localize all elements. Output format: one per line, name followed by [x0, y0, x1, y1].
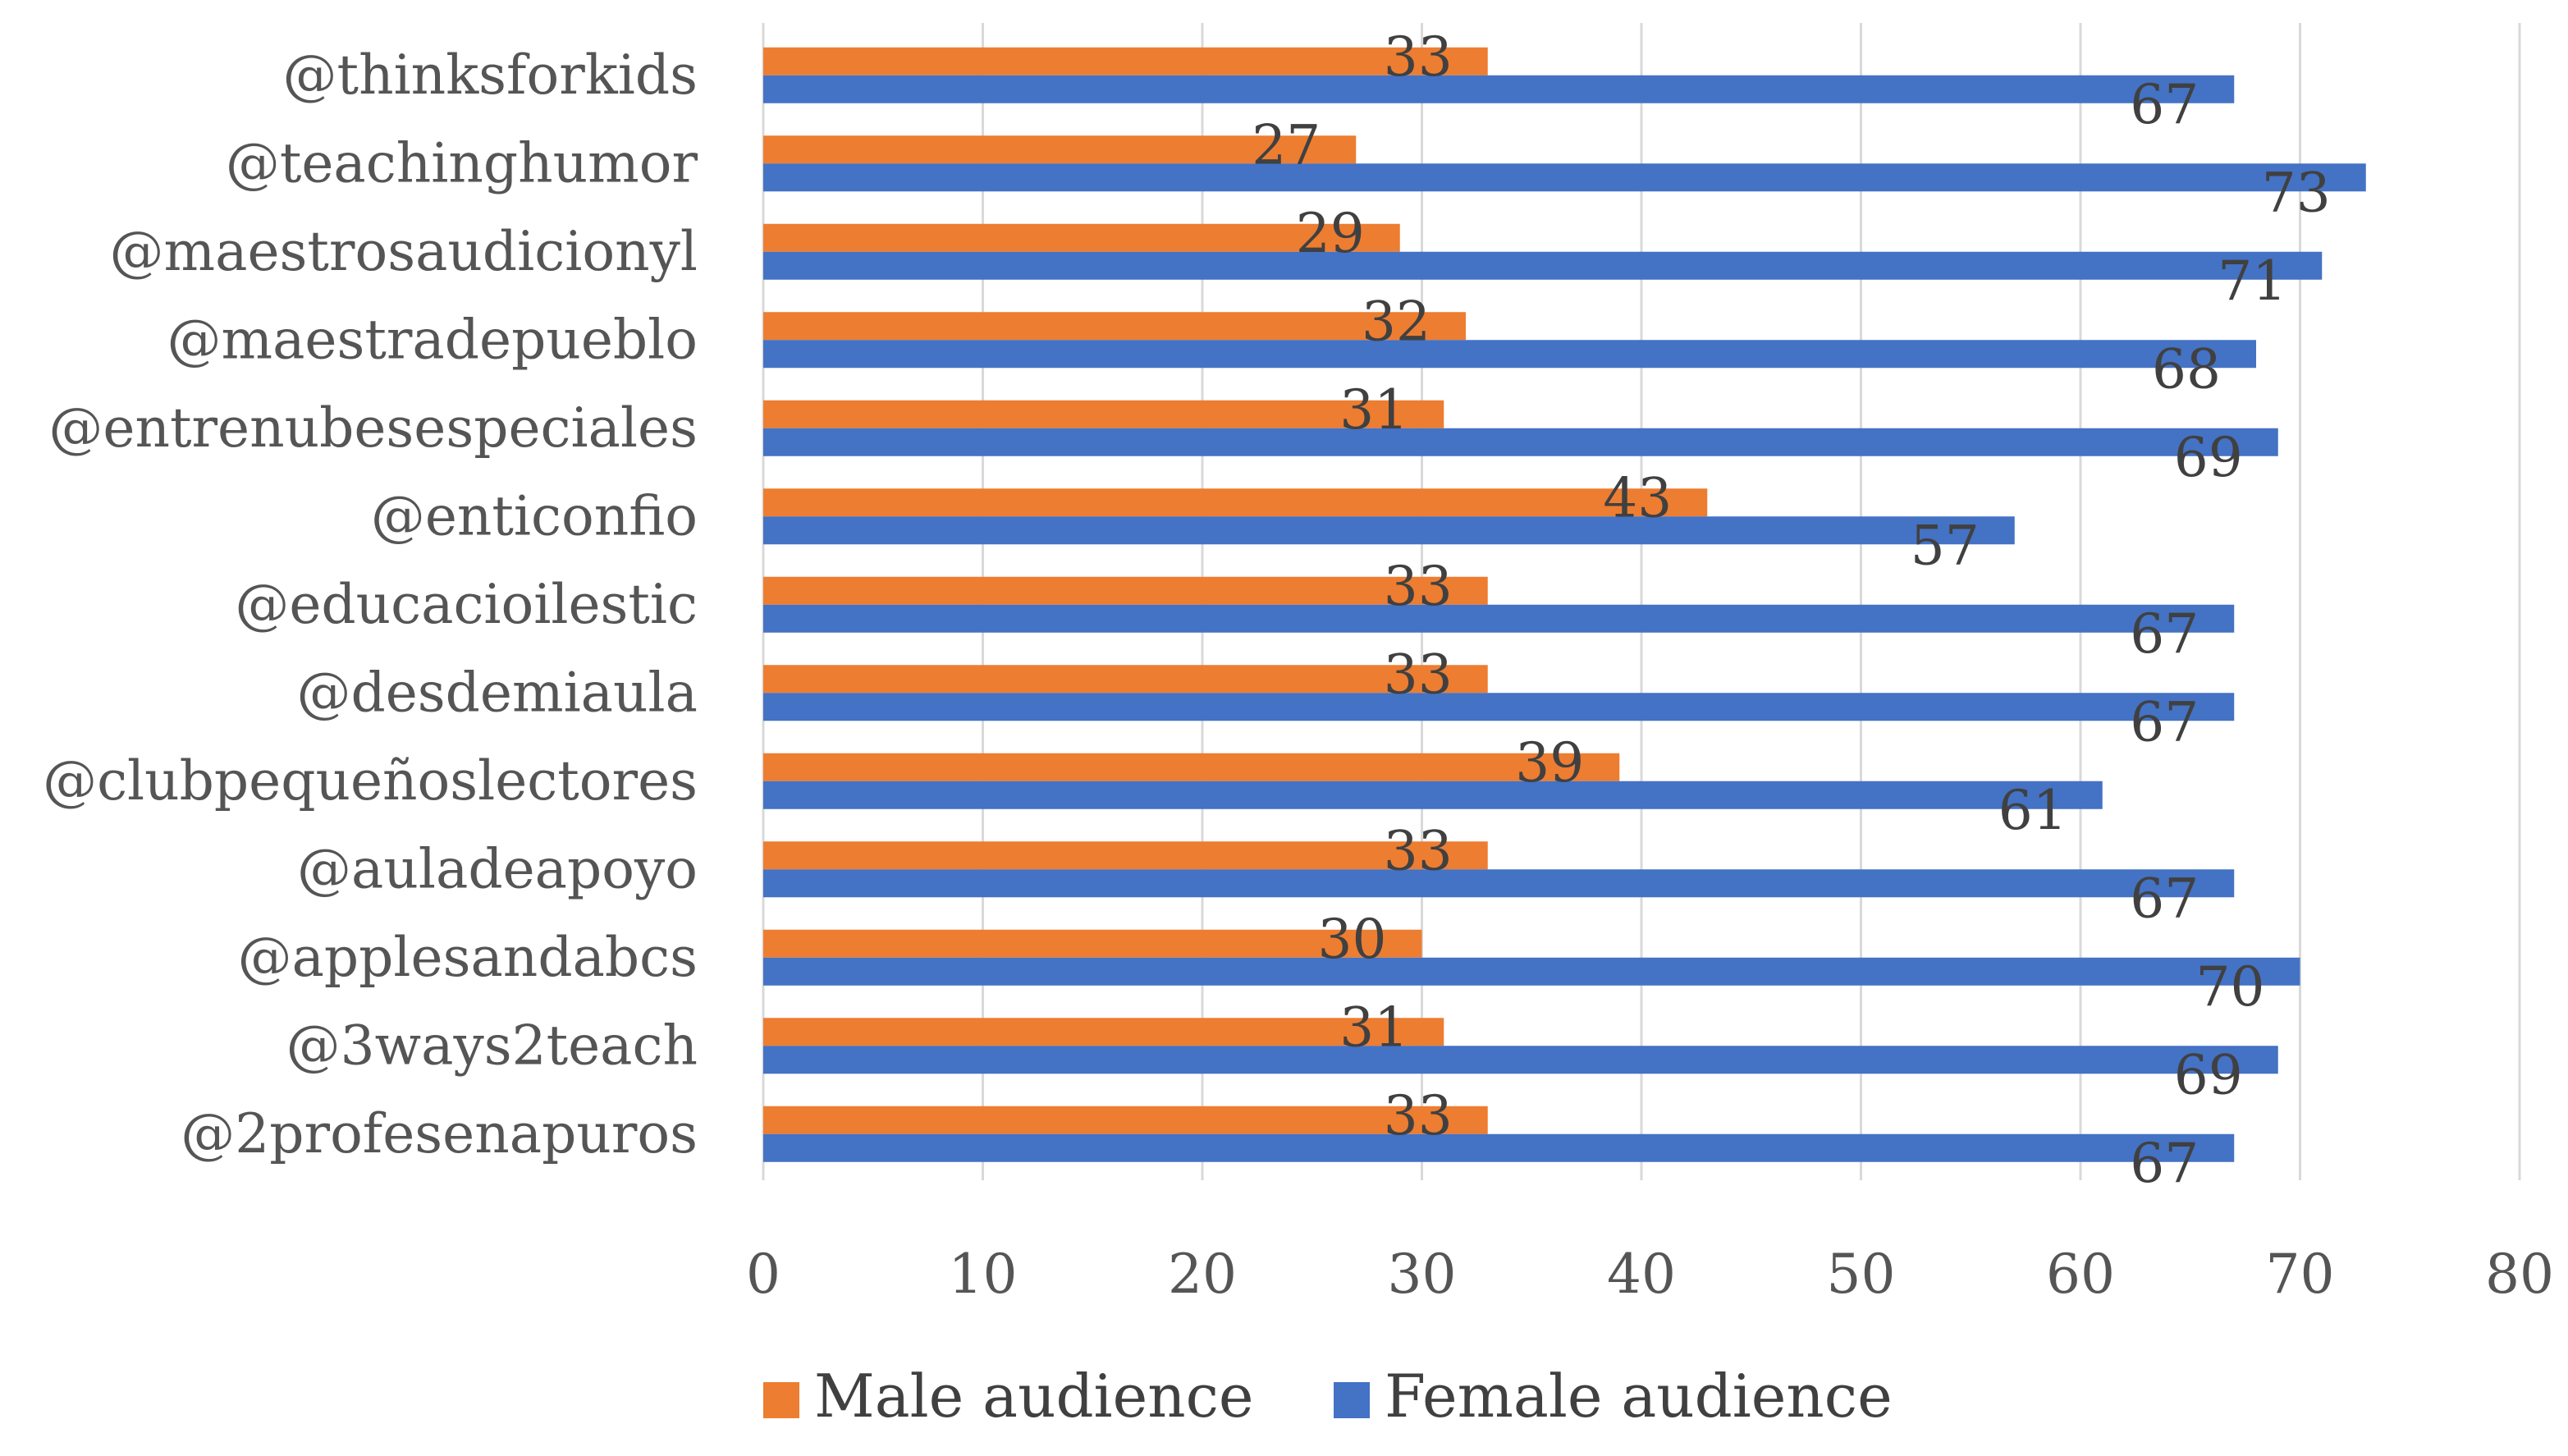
category-label: @auladeapoyo [297, 837, 698, 900]
legend-item-female-audience[interactable]: Female audience [1334, 1362, 1893, 1431]
category-label: @enticonfio [371, 484, 698, 547]
legend-label: Male audience [814, 1362, 1254, 1431]
data-label-female: 69 [2174, 1043, 2243, 1106]
data-label-female: 67 [2130, 867, 2199, 930]
category-axis: @thinksforkids @teachinghumor @maestrosaud… [43, 43, 698, 1165]
data-label-male: 33 [1384, 643, 1453, 706]
category-label: @teachinghumor [226, 131, 698, 195]
data-label-female: 61 [1998, 779, 2067, 842]
bar-male-audience [763, 135, 1357, 164]
data-label-male: 33 [1384, 25, 1453, 89]
data-label-female: 67 [2130, 73, 2199, 136]
bar-male-audience [763, 488, 1708, 517]
data-label-male: 30 [1318, 908, 1387, 971]
x-tick-label: 40 [1607, 1243, 1676, 1306]
bar-female-audience [763, 781, 2103, 809]
data-label-male: 33 [1384, 819, 1453, 882]
data-label-male: 27 [1252, 113, 1321, 176]
x-tick-label: 70 [2266, 1243, 2335, 1306]
bar-male-audience [763, 1106, 1488, 1134]
x-tick-label: 80 [2485, 1243, 2554, 1306]
bar-male-audience [763, 400, 1444, 428]
bar-female-audience [763, 1046, 2278, 1074]
data-label-female: 69 [2174, 426, 2243, 489]
bar-female-audience [763, 1133, 2235, 1162]
data-label-male: 29 [1296, 202, 1365, 265]
data-label-male: 33 [1384, 555, 1453, 618]
value-axis: 0 10 20 30 40 50 60 70 80 [746, 1243, 2554, 1306]
bar-female-audience [763, 75, 2235, 103]
bar-female-audience [763, 163, 2366, 192]
bar-male-audience [763, 929, 1422, 958]
category-label: @2profesenapuros [181, 1102, 698, 1165]
data-label-female: 57 [1911, 514, 1980, 577]
data-label-male: 31 [1339, 996, 1408, 1059]
category-label: @entrenubesespeciales [48, 396, 698, 460]
data-label-female: 67 [2130, 602, 2199, 666]
category-label: @maestrosaudicionyl [110, 220, 698, 283]
bar-female-audience [763, 957, 2300, 986]
x-tick-label: 50 [1827, 1243, 1896, 1306]
bar-male-audience [763, 312, 1466, 341]
data-label-male: 39 [1515, 731, 1584, 794]
bar-female-audience [763, 693, 2235, 721]
x-tick-label: 30 [1388, 1243, 1457, 1306]
bar-male-audience [763, 841, 1488, 870]
category-label: @desdemiaula [297, 661, 698, 724]
bar-female-audience [763, 428, 2278, 456]
data-label-male: 33 [1384, 1084, 1453, 1147]
data-label-male: 32 [1362, 290, 1430, 353]
bar-female-audience [763, 516, 2015, 545]
data-label-female: 70 [2196, 955, 2265, 1019]
bar-female-audience [763, 340, 2256, 369]
data-labels: 33 67 27 73 29 71 32 68 31 69 43 57 33 67 33 67 39 61 33 67… [1252, 25, 2330, 1195]
data-label-female: 73 [2262, 161, 2331, 224]
bar-female-audience [763, 251, 2323, 280]
category-label: @educacioilestic [235, 573, 698, 636]
data-label-female: 68 [2152, 337, 2221, 401]
x-tick-label: 60 [2046, 1243, 2115, 1306]
bar-male-audience [763, 1018, 1444, 1046]
bar-male-audience [763, 665, 1488, 694]
data-label-female: 71 [2218, 250, 2286, 313]
x-tick-label: 10 [949, 1243, 1018, 1306]
legend-label: Female audience [1385, 1362, 1893, 1431]
category-label: @thinksforkids [283, 43, 698, 107]
legend-item-male-audience[interactable]: Male audience [763, 1362, 1254, 1431]
category-label: @maestradepueblo [167, 308, 698, 371]
bar-male-audience [763, 47, 1488, 76]
bar-male-audience [763, 753, 1620, 781]
data-label-male: 43 [1603, 466, 1672, 529]
x-tick-label: 0 [746, 1243, 780, 1306]
category-label: @3ways2teach [286, 1014, 698, 1077]
data-label-female: 67 [2130, 690, 2199, 753]
gridlines [762, 23, 2521, 1180]
bar-female-audience [763, 869, 2235, 898]
data-label-female: 67 [2130, 1132, 2199, 1195]
x-tick-label: 20 [1168, 1243, 1237, 1306]
data-label-male: 31 [1339, 378, 1408, 442]
legend[interactable]: Male audience Female audience [763, 1362, 1893, 1431]
bars [763, 47, 2366, 1162]
bar-female-audience [763, 604, 2235, 633]
legend-swatch [1334, 1382, 1370, 1418]
category-label: @clubpequeñoslectores [43, 749, 698, 813]
bar-male-audience [763, 223, 1400, 252]
bar-male-audience [763, 576, 1488, 605]
category-label: @applesandabcs [238, 926, 698, 989]
legend-swatch [763, 1382, 799, 1418]
